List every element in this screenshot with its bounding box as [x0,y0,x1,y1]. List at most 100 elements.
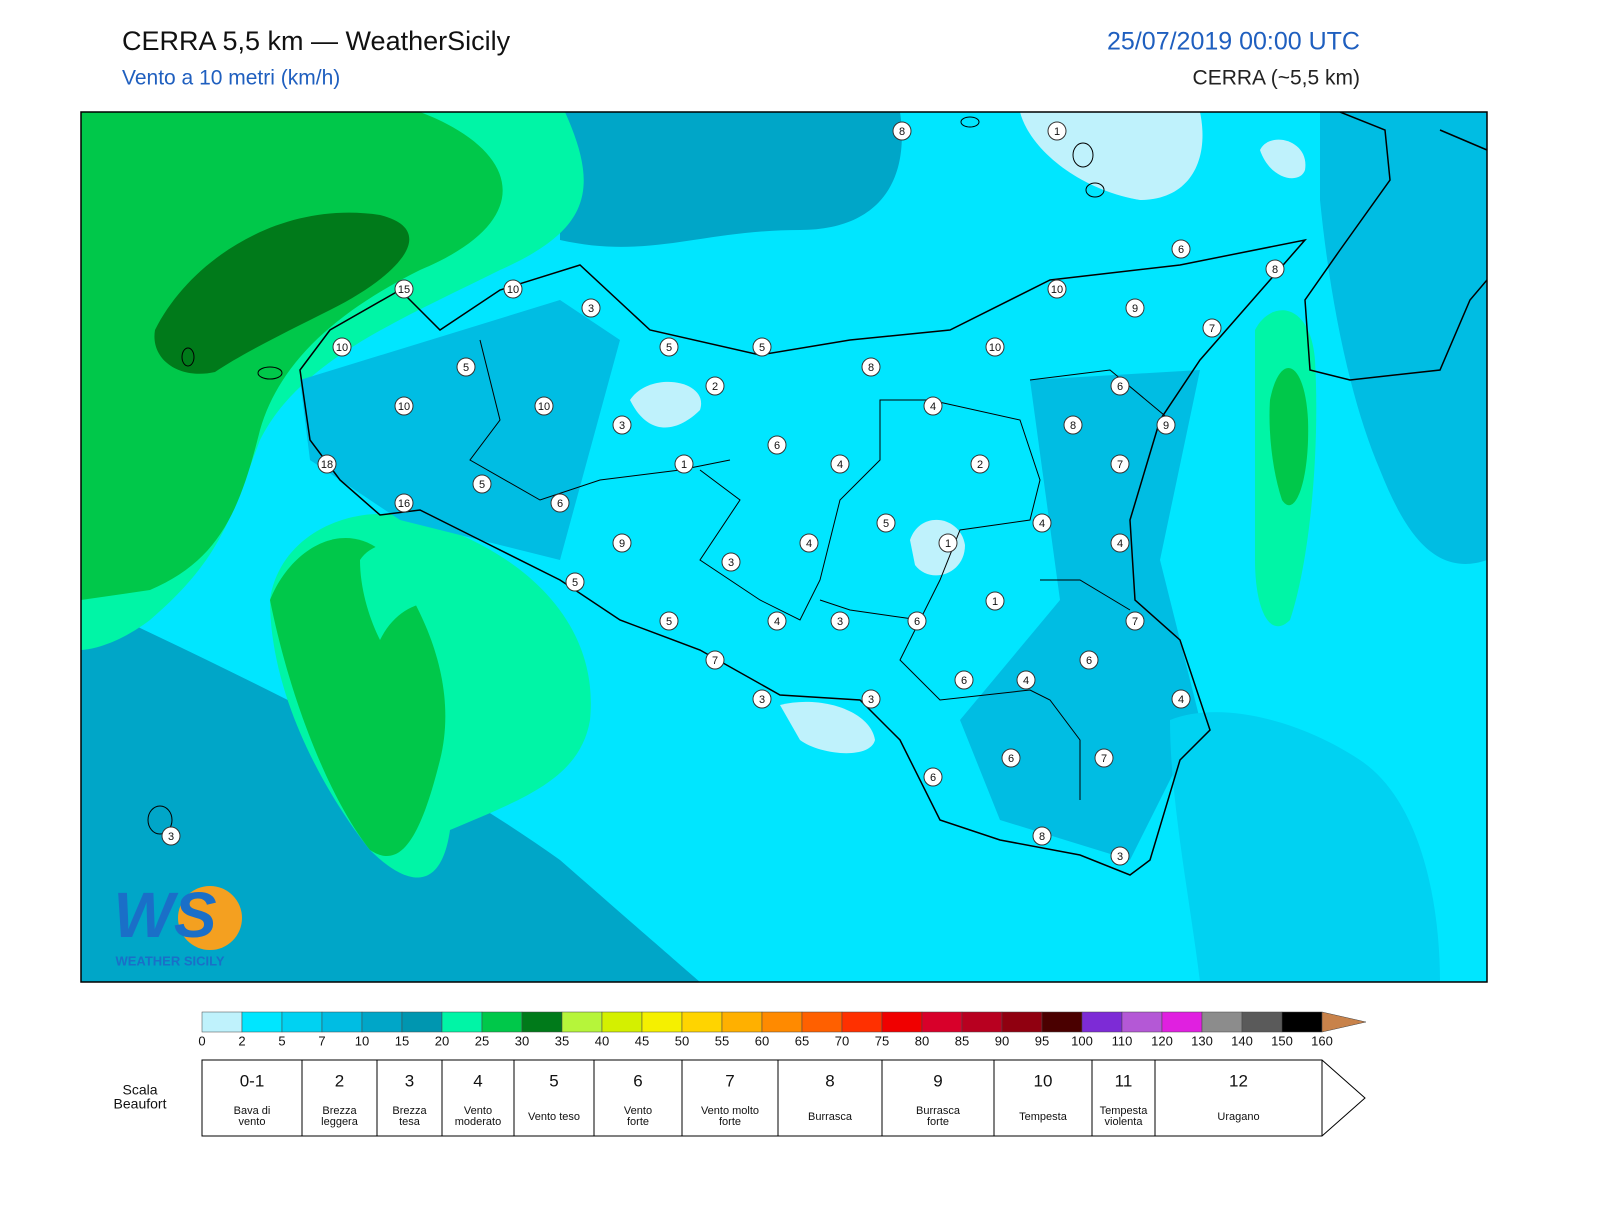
colorbar-tick-label: 50 [675,1033,689,1048]
colorbar-segment [681,1011,723,1033]
field-mint [360,542,518,640]
station-value: 8 [1039,831,1045,843]
station-value: 10 [398,401,410,413]
station-value: 10 [989,342,1001,354]
beaufort-name: Vento teso [528,1111,580,1123]
province-border [819,369,1171,621]
colorbar-tick-label: 60 [755,1033,769,1048]
field-light [1170,712,1440,982]
station-marker [721,552,741,572]
field-green [270,538,446,856]
station-value: 3 [728,557,734,569]
colorbar-segment [201,1011,243,1033]
colorbar-tick-label: 120 [1151,1033,1173,1048]
colorbar-tick-label: 55 [715,1033,729,1048]
beaufort-label: Beaufort [114,1096,167,1112]
station-marker [752,689,772,709]
colorbar-segment [601,1011,643,1033]
beaufort-name: Tempesta [1019,1111,1068,1123]
colorbar-tick-label: 75 [875,1033,889,1048]
beaufort-force: 0-1 [240,1071,265,1090]
station-marker [985,591,1005,611]
colorbar-segment [561,1011,603,1033]
colorbar-segment [441,1011,483,1033]
coast [1439,129,1487,151]
station-value: 7 [1132,616,1138,628]
station-marker [1171,689,1191,709]
colorbar-segment [801,1011,843,1033]
field-calm [630,381,702,428]
colorbar-tick-label: 5 [278,1033,285,1048]
colorbar-tick-label: 30 [515,1033,529,1048]
island [1085,182,1105,198]
station-value: 2 [977,459,983,471]
station-value: 7 [1101,753,1107,765]
beaufort-cell [376,1059,443,1137]
island [181,347,195,367]
station-value: 9 [1132,303,1138,315]
beaufort-name: forte [719,1116,741,1128]
island [147,805,173,835]
station-value: 5 [463,362,469,374]
station-marker [1047,279,1067,299]
colorbar-tick-label: 150 [1271,1033,1293,1048]
station-marker [161,826,181,846]
station-value: 10 [538,401,550,413]
station-value: 1 [945,538,951,550]
station-marker [456,357,476,377]
station-marker [938,533,958,553]
island [257,366,283,380]
station-value: 2 [712,381,718,393]
station-value: 4 [1023,675,1029,687]
field-teal [560,112,902,247]
colorbar-segment [1081,1011,1123,1033]
station-value: 5 [759,342,765,354]
beaufort-name: vento [239,1116,266,1128]
station-value: 9 [1163,420,1169,432]
beaufort-name: forte [627,1116,649,1128]
station-marker [394,279,414,299]
station-value: 3 [759,694,765,706]
station-marker [503,279,523,299]
station-marker [799,533,819,553]
station-marker [705,376,725,396]
field-calm [910,519,965,576]
station-marker [565,572,585,592]
station-value: 4 [806,538,812,550]
colorbar-segment [1161,1011,1203,1033]
beaufort-name: forte [927,1116,949,1128]
island [960,116,980,128]
subtitle: Vento a 10 metri (km/h) [122,67,340,90]
colorbar-segment [881,1011,923,1033]
station-marker [892,121,912,141]
colorbar-tick-label: 90 [995,1033,1009,1048]
station-marker [923,767,943,787]
beaufort-force: 5 [549,1071,558,1090]
station-marker [550,493,570,513]
station-value: 6 [961,675,967,687]
station-marker [1001,748,1021,768]
station-value: 5 [666,616,672,628]
colorbar-tick-label: 65 [795,1033,809,1048]
field-mid [960,370,1200,860]
station-value: 1 [681,459,687,471]
colorbar-segment [721,1011,763,1033]
station-marker [659,611,679,631]
title: CERRA 5,5 km — WeatherSicily [122,26,511,56]
station-value: 4 [837,459,843,471]
colorbar-segment [841,1011,883,1033]
station-value: 6 [1086,655,1092,667]
colorbar-segment [361,1011,403,1033]
colorbar: 0 2 5 7 10 15 20 25 30 35 40 45 50 55 60 65 70 75 80 85 90 95… [198,1011,1367,1048]
field-darkgreen [154,212,410,374]
station-marker [861,357,881,377]
station-value: 6 [1117,381,1123,393]
station-marker [830,611,850,631]
beaufort-cell [1154,1059,1366,1137]
station-value: 8 [899,126,905,138]
colorbar-segment [1041,1011,1083,1033]
station-marker [876,513,896,533]
station-value: 1 [1054,126,1060,138]
